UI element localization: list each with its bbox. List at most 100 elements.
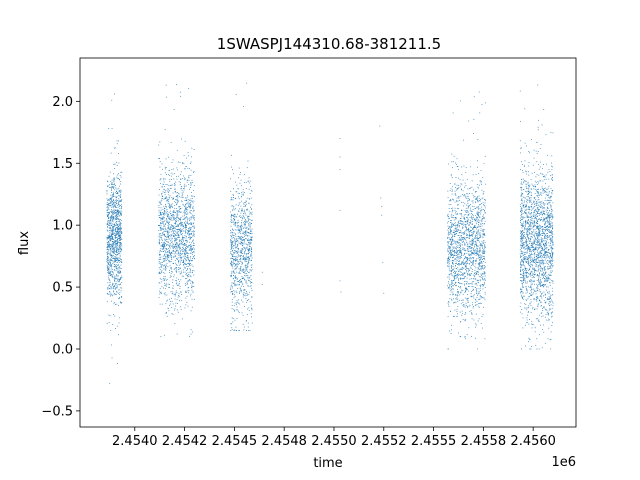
data-point: [181, 294, 182, 295]
data-point: [182, 215, 184, 217]
data-point: [469, 246, 470, 247]
data-point: [472, 302, 474, 304]
data-point: [243, 239, 244, 241]
data-point: [120, 213, 122, 214]
data-point: [453, 298, 454, 300]
data-points: [106, 82, 554, 385]
data-point: [471, 180, 473, 182]
data-point: [468, 263, 470, 264]
data-point: [187, 209, 189, 211]
data-point: [162, 229, 164, 231]
data-point: [481, 219, 483, 221]
data-point: [189, 264, 190, 266]
data-point: [119, 179, 121, 181]
data-point: [107, 185, 109, 187]
data-point: [478, 212, 480, 213]
data-point: [472, 264, 473, 266]
data-point: [168, 169, 170, 171]
data-point: [482, 229, 484, 231]
data-point: [177, 226, 179, 228]
data-point: [161, 222, 163, 224]
data-point: [107, 223, 109, 225]
data-point: [235, 181, 236, 183]
data-point: [476, 301, 478, 302]
data-point: [447, 237, 448, 239]
data-point: [117, 221, 119, 222]
data-point: [464, 221, 466, 222]
data-point: [113, 250, 115, 252]
data-point: [460, 292, 462, 294]
data-point: [120, 200, 122, 202]
data-point: [161, 195, 163, 197]
data-point: [188, 290, 190, 292]
data-point: [188, 175, 190, 176]
data-point: [169, 218, 171, 220]
data-point: [120, 259, 122, 260]
data-point: [457, 239, 459, 241]
data-point: [231, 264, 233, 266]
data-point: [456, 230, 458, 232]
data-point: [451, 224, 453, 225]
data-point: [110, 182, 112, 184]
data-point: [448, 287, 450, 288]
data-point: [117, 206, 119, 208]
data-point: [113, 203, 115, 204]
data-point: [251, 282, 253, 284]
data-point: [468, 253, 470, 255]
data-point: [455, 234, 457, 235]
data-point: [477, 239, 479, 241]
data-point: [455, 217, 457, 219]
data-point: [169, 207, 171, 208]
data-point: [117, 236, 119, 237]
data-point: [109, 273, 111, 275]
data-point: [452, 251, 454, 252]
data-point: [119, 248, 121, 250]
data-point: [456, 226, 458, 228]
data-point: [166, 249, 168, 250]
data-point: [112, 214, 114, 215]
data-point: [243, 216, 245, 217]
data-point: [176, 303, 178, 304]
data-point: [233, 250, 235, 251]
data-point: [458, 226, 460, 228]
data-point: [251, 309, 253, 311]
data-point: [117, 249, 119, 251]
data-point: [237, 301, 239, 303]
data-point: [469, 275, 471, 276]
data-point: [172, 235, 174, 237]
data-point: [110, 246, 112, 247]
data-point: [473, 196, 475, 198]
data-point: [181, 223, 183, 225]
data-point: [115, 234, 117, 236]
data-point: [475, 236, 476, 237]
data-point: [480, 257, 482, 259]
data-point: [484, 272, 486, 274]
data-point: [107, 258, 108, 260]
data-point: [166, 278, 168, 280]
data-point: [181, 222, 183, 224]
data-point: [231, 263, 232, 265]
data-point: [467, 210, 468, 212]
data-point: [181, 196, 183, 198]
data-point: [173, 235, 175, 236]
data-point: [165, 279, 167, 281]
data-point: [111, 212, 112, 213]
data-point: [244, 270, 246, 272]
data-point: [448, 264, 450, 266]
data-point: [448, 236, 450, 238]
data-point: [447, 276, 449, 278]
data-point: [481, 236, 483, 238]
data-point: [457, 235, 459, 236]
data-point: [193, 242, 194, 244]
data-point: [458, 187, 460, 189]
data-point: [174, 298, 176, 300]
data-point: [191, 198, 193, 199]
data-point: [458, 242, 460, 244]
data-point: [237, 243, 238, 245]
data-point: [173, 215, 175, 216]
data-point: [247, 181, 249, 182]
data-point: [159, 303, 161, 305]
data-point: [109, 198, 111, 200]
data-point: [114, 277, 116, 279]
data-point: [165, 236, 167, 238]
